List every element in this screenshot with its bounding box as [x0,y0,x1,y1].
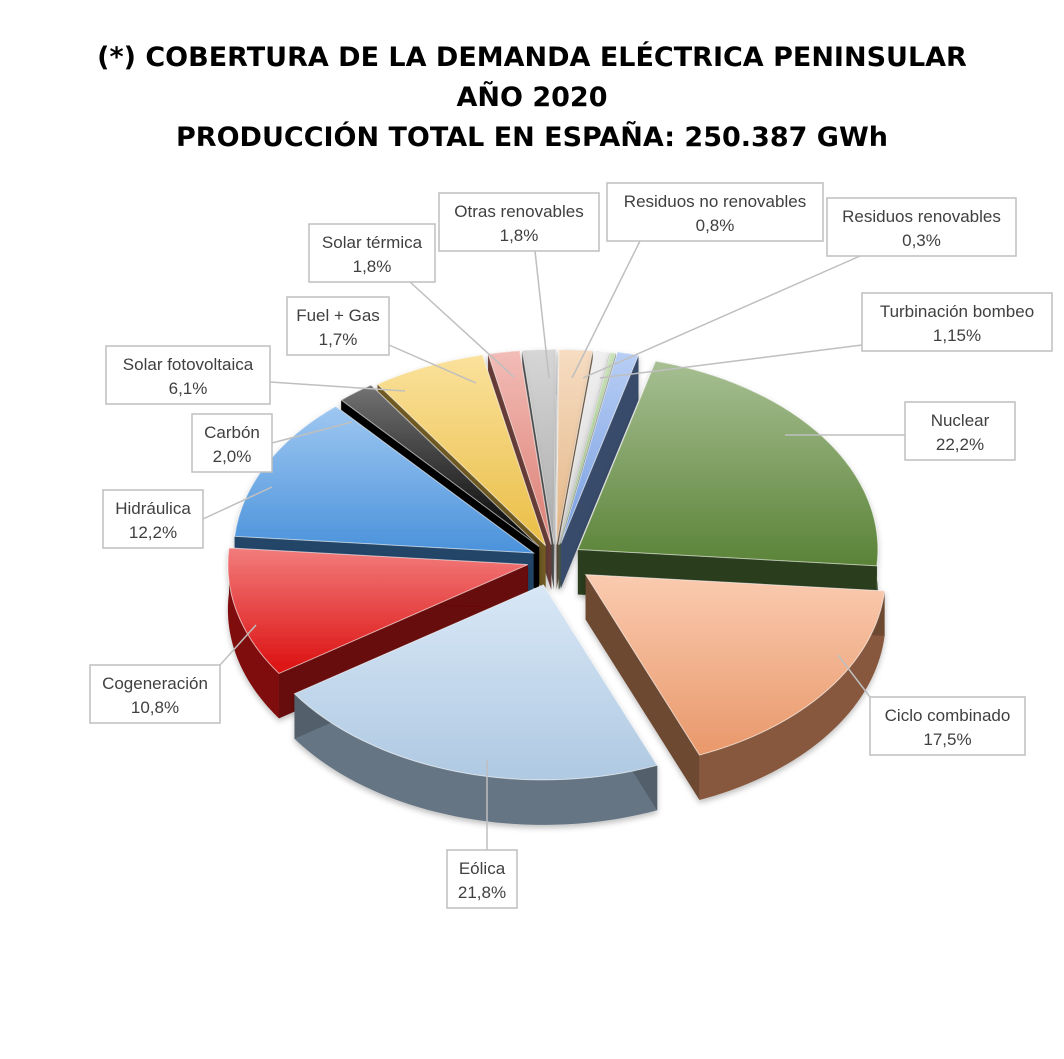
slice-ciclo-combinado [584,574,886,801]
data-label-box [861,292,1053,352]
data-label: Residuos no renovables 0,8% [606,182,824,242]
data-label-value: 10,8% [131,698,179,717]
slice-top-6 [376,354,547,547]
slice-turbinación-bombeo [560,351,640,589]
data-label-box [438,192,600,252]
leader-line-6 [269,381,406,392]
leader-line-9 [534,250,550,379]
data-label-value: 12,2% [129,523,177,542]
data-label-name: Residuos no renovables [624,192,806,211]
data-label-name: Ciclo combinado [885,706,1011,725]
data-label-box [904,401,1016,461]
data-label-name: Otras renovables [454,202,583,221]
slice-top-8 [521,348,557,545]
leader-lines [202,240,905,850]
data-label-value: 0,8% [696,216,735,235]
slice-edge-1-1 [585,574,700,801]
data-label: Fuel + Gas 1,7% [286,296,390,356]
data-label-value: 6,1% [169,379,208,398]
slice-top-2 [293,584,658,781]
data-label-name: Solar térmica [322,233,423,252]
data-label-name: Cogeneración [102,674,208,693]
chart-title-line-3: PRODUCCIÓN TOTAL EN ESPAÑA: 250.387 GWh [176,122,888,153]
leader-line-7 [388,344,477,384]
data-label-box [446,849,518,909]
leader-line-5 [271,421,353,444]
data-label-value: 0,3% [902,231,941,250]
data-label-box [89,664,221,724]
slice-side-2 [294,693,658,825]
slice-eólica [293,584,658,825]
data-label-box [102,489,204,549]
data-label: Eólica 21,8% [446,849,518,909]
chart-title-line-1: (*) COBERTURA DE LA DEMANDA ELÉCTRICA PE… [97,42,967,73]
slice-top-9 [556,348,594,545]
slice-top-10 [557,350,611,545]
data-label-name: Eólica [459,859,506,878]
data-label-name: Hidráulica [115,499,191,518]
chart-title: (*) COBERTURA DE LA DEMANDA ELÉCTRICA PE… [0,38,1064,158]
data-label: Carbón 2,0% [191,413,273,473]
slice-top-12 [560,351,640,544]
leader-line-12 [599,344,863,379]
data-label: Residuos renovables 0,3% [826,197,1017,257]
data-label-box [105,345,271,405]
data-label: Nuclear 22,2% [904,401,1016,461]
data-label-value: 21,8% [458,883,506,902]
slice-top-3 [227,547,529,675]
data-label-value: 1,8% [353,257,392,276]
slice-side-1 [699,590,885,801]
data-label-box [308,223,436,283]
data-label-box [286,296,390,356]
data-label-value: 17,5% [923,730,971,749]
leader-line-11 [582,255,861,379]
leader-line-4 [202,486,273,520]
slice-top-1 [584,574,886,756]
slice-top-5 [340,384,540,548]
data-label: Cogeneración 10,8% [89,664,221,724]
data-label-name: Fuel + Gas [296,306,380,325]
data-label-box [191,413,273,473]
data-label-name: Nuclear [931,411,990,430]
data-labels: Nuclear 22,2% Ciclo combinado 17,5% Eólica 21… [89,182,1053,909]
slice-top-0 [577,360,879,567]
data-label-value: 1,15% [933,326,981,345]
data-label-value: 1,8% [500,226,539,245]
slice-edge-12-1 [560,355,639,589]
data-label-name: Carbón [204,423,260,442]
data-label-name: Residuos renovables [842,207,1001,226]
data-label-box [606,182,824,242]
data-label-value: 22,2% [936,435,984,454]
leader-line-8 [409,281,515,378]
data-label-box [869,696,1026,756]
data-label: Solar térmica 1,8% [308,223,436,283]
data-label-name: Turbinación bombeo [880,302,1034,321]
chart-title-line-2: AÑO 2020 [456,82,608,113]
leader-line-10 [571,240,641,379]
data-label: Solar fotovoltaica 6,1% [105,345,271,405]
leader-line-1 [837,654,871,698]
data-label-box [826,197,1017,257]
slice-top-11 [558,351,617,545]
data-label: Hidráulica 12,2% [102,489,204,549]
data-label-value: 2,0% [213,447,252,466]
leader-line-3 [219,624,257,666]
data-label: Otras renovables 1,8% [438,192,600,252]
data-label: Ciclo combinado 17,5% [869,696,1026,756]
pie-slices [227,348,886,825]
slice-side-3 [227,547,279,719]
data-label-value: 1,7% [319,330,358,349]
data-label-name: Solar fotovoltaica [123,355,254,374]
data-label: Turbinación bombeo 1,15% [861,292,1053,352]
